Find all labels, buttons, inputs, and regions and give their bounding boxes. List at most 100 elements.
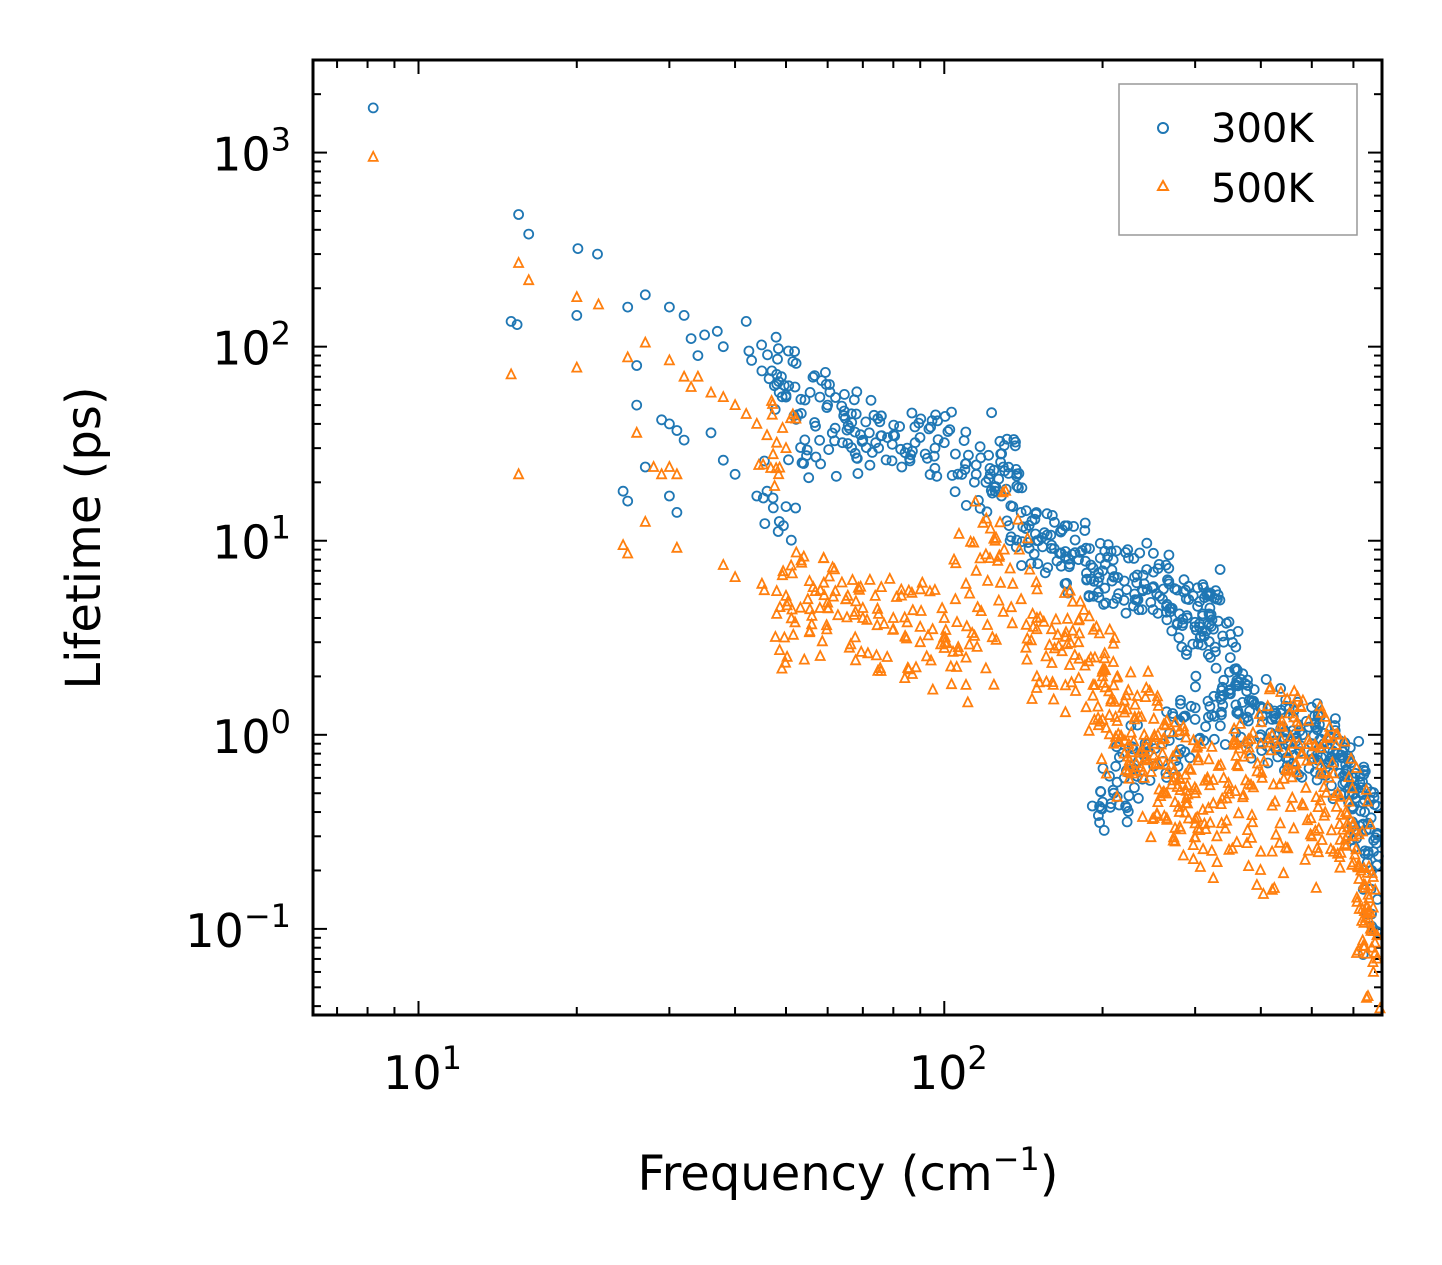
data-point: [1268, 880, 1281, 893]
data-point: [678, 309, 690, 321]
data-point: [1318, 808, 1331, 821]
data-point: [1127, 734, 1140, 747]
data-point: [830, 470, 842, 482]
data-point: [1170, 744, 1183, 757]
data-point: [1310, 790, 1323, 802]
data-point: [758, 583, 771, 596]
data-point: [1012, 512, 1024, 525]
data-point: [869, 588, 882, 601]
data-point: [1121, 816, 1133, 828]
data-point: [757, 457, 770, 470]
data-point: [1061, 611, 1074, 624]
data-point: [1254, 862, 1267, 875]
data-point: [895, 582, 908, 595]
data-point: [938, 610, 951, 623]
data-point: [1326, 755, 1339, 768]
data-point: [835, 575, 848, 588]
data-point: [1099, 582, 1111, 594]
data-point: [1013, 542, 1026, 555]
data-point: [1040, 649, 1053, 662]
data-point: [1302, 713, 1315, 726]
data-point: [1266, 844, 1279, 857]
data-point: [1250, 877, 1263, 890]
data-point: [999, 483, 1012, 496]
y-tick-label: 102: [212, 315, 291, 376]
data-point: [1120, 800, 1131, 812]
data-point: [1282, 761, 1295, 774]
data-point: [1214, 720, 1226, 732]
data-point: [1013, 482, 1024, 494]
data-point: [1060, 625, 1072, 638]
data-point: [841, 588, 854, 601]
data-point: [1225, 688, 1236, 700]
data-point: [987, 677, 1000, 690]
data-point: [1299, 780, 1312, 793]
data-point: [981, 573, 994, 586]
data-point: [1049, 516, 1060, 528]
data-point: [1145, 597, 1157, 608]
data-point: [1147, 736, 1160, 749]
data-point: [1181, 610, 1193, 621]
data-point: [655, 467, 668, 480]
data-point: [1204, 815, 1217, 828]
data-point: [1079, 517, 1091, 529]
data-point: [920, 649, 933, 662]
data-point: [1350, 890, 1363, 903]
data-point: [907, 445, 918, 457]
data-point: [678, 369, 691, 382]
data-point: [898, 671, 911, 683]
data-point: [816, 375, 827, 387]
data-point: [1291, 765, 1304, 778]
data-point: [1341, 806, 1354, 819]
data-point: [1323, 719, 1336, 732]
data-point: [926, 682, 939, 695]
data-point: [922, 628, 935, 641]
data-point: [1161, 812, 1173, 825]
data-point: [1202, 800, 1215, 813]
data-point: [914, 635, 927, 648]
data-point: [717, 390, 730, 403]
data-point: [795, 442, 806, 453]
data-point: [854, 579, 867, 592]
data-point: [1350, 760, 1363, 773]
data-point: [1365, 786, 1377, 798]
data-point: [1234, 716, 1247, 729]
data-point: [929, 462, 941, 474]
data-point: [938, 437, 950, 449]
data-point: [1103, 708, 1116, 720]
data-point: [1120, 607, 1132, 619]
data-point: [1111, 789, 1124, 802]
data-point: [729, 468, 741, 480]
data-point: [1214, 594, 1226, 606]
data-point: [874, 416, 886, 428]
data-point: [1296, 796, 1309, 809]
data-point: [777, 564, 790, 577]
data-point: [630, 425, 643, 438]
data-point: [1220, 813, 1233, 826]
data-point: [1182, 811, 1195, 824]
data-point: [846, 442, 857, 454]
data-point: [1120, 547, 1131, 558]
data-point: [1083, 609, 1096, 622]
data-point: [1110, 760, 1122, 772]
data-point: [763, 373, 775, 385]
data-point: [876, 410, 887, 422]
data-point: [664, 418, 675, 430]
data-point: [1059, 705, 1072, 718]
data-point: [750, 416, 763, 429]
data-point: [1355, 913, 1368, 926]
data-point: [1312, 800, 1325, 812]
data-point: [863, 572, 876, 585]
data-point: [1358, 880, 1371, 893]
data-point: [851, 386, 863, 398]
data-point: [1023, 562, 1036, 575]
data-point: [888, 419, 900, 431]
data-point: [1210, 662, 1222, 674]
data-point: [1006, 616, 1019, 629]
data-point: [621, 350, 634, 363]
data-point: [1208, 690, 1220, 702]
data-point: [1230, 641, 1242, 653]
data-point: [755, 576, 768, 589]
data-point: [1078, 602, 1090, 615]
data-point: [1330, 799, 1343, 812]
